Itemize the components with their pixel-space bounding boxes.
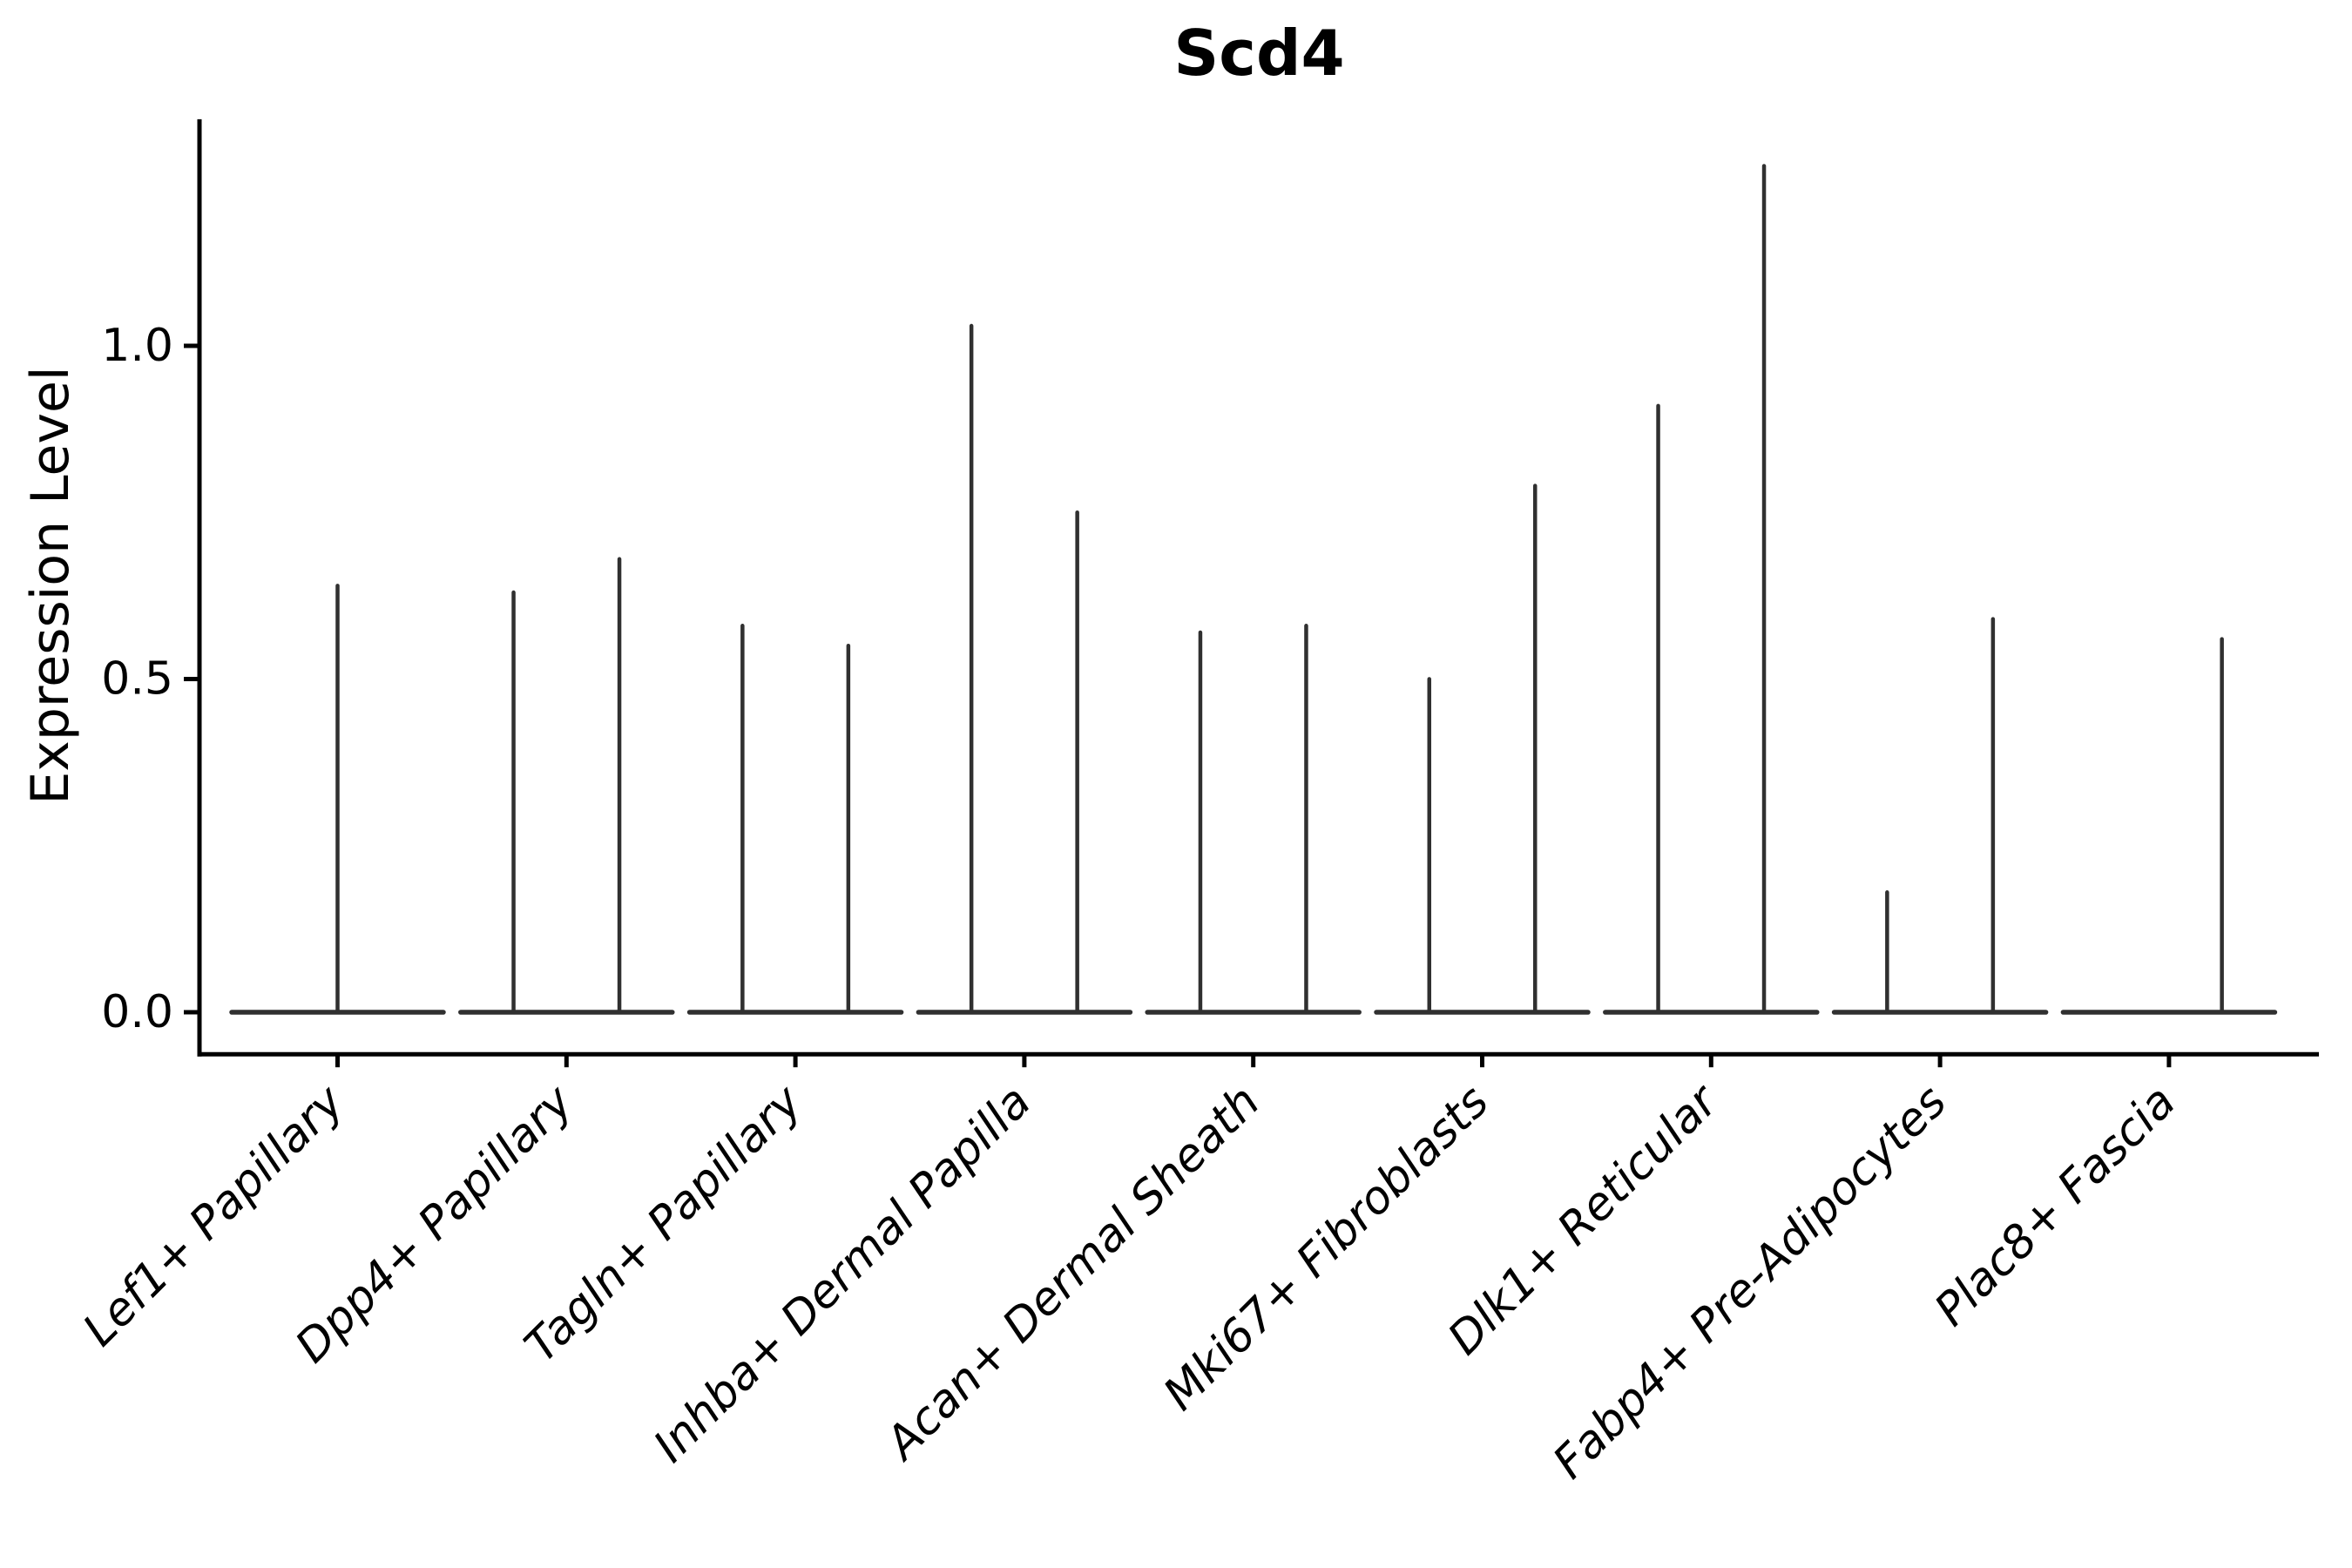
x-tick-label: Plac8+ Fascia [1925,1076,2186,1336]
y-tick-label: 0.0 [101,986,173,1038]
chart-title: Scd4 [1173,17,1345,90]
y-tick-label: 1.0 [101,320,173,372]
x-tick-label: Fabp4+ Pre-Adipocytes [1544,1076,1957,1490]
x-tick-label: Acan+ Dermal Sheath [875,1076,1270,1471]
x-tick-label: Inhba+ Dermal Papilla [644,1076,1041,1473]
y-tick-label: 0.5 [101,653,173,706]
